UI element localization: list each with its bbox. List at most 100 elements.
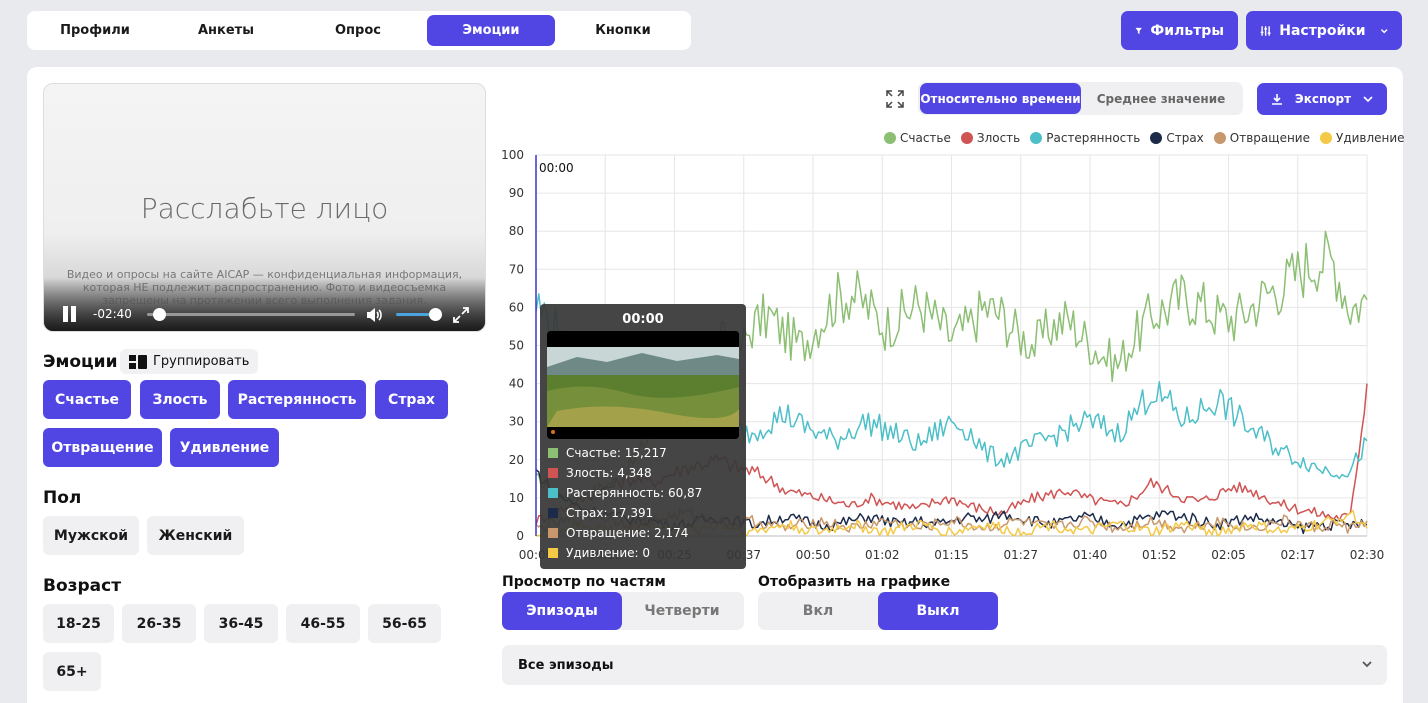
group-label: Группировать	[153, 354, 250, 369]
volume-icon[interactable]	[365, 306, 383, 324]
age-chip-46-55[interactable]: 46-55	[286, 604, 360, 643]
episodes-dropdown[interactable]: Все эпизоды	[502, 645, 1387, 685]
show-on[interactable]: Вкл	[802, 603, 834, 619]
chart-mode-toggle: Относительно времени Среднее значение	[918, 82, 1243, 115]
tooltip-row-confusion: Растерянность: 60,87	[548, 486, 702, 500]
show-on-chart-label: Отобразить на графике	[758, 574, 951, 590]
group-button[interactable]: Группировать	[120, 349, 259, 374]
chevron-down-icon	[1380, 28, 1388, 33]
chart-legend: Счастье Злость Растерянность Страх Отвращени…	[884, 131, 1405, 145]
video-time-remaining: -02:40	[93, 307, 132, 321]
export-label: Экспорт	[1294, 92, 1352, 106]
gender-chip-female[interactable]: Женский	[147, 516, 244, 555]
filters-button[interactable]: Фильтры	[1121, 11, 1238, 50]
tooltip-row-happiness: Счастье: 15,217	[548, 446, 667, 460]
legend-label: Отвращение	[1229, 131, 1310, 145]
tooltip-row-disgust: Отвращение: 2,174	[548, 526, 688, 540]
settings-button[interactable]: Настройки	[1246, 11, 1402, 50]
x-tick-label: 01:15	[934, 548, 969, 562]
y-tick-label: 10	[509, 491, 524, 505]
mode-average[interactable]: Среднее значение	[1096, 91, 1226, 106]
legend-item[interactable]: Растерянность	[1030, 131, 1140, 145]
filter-icon	[1135, 27, 1142, 34]
legend-item[interactable]: Удивление	[1320, 131, 1405, 145]
y-tick-label: 0	[516, 529, 524, 543]
tooltip-video-frame	[547, 331, 739, 439]
video-player[interactable]: Расслабьте лицо Видео и опросы на сайте …	[43, 83, 486, 332]
export-button[interactable]: Экспорт	[1257, 83, 1387, 115]
y-tick-label: 30	[509, 415, 524, 429]
show-on-chart-toggle: Вкл Выкл	[758, 592, 998, 630]
gender-title: Пол	[43, 488, 82, 508]
legend-swatch	[1320, 132, 1332, 144]
x-tick-label: 02:05	[1211, 548, 1246, 562]
pause-icon[interactable]	[62, 306, 77, 322]
progress-knob[interactable]	[153, 308, 166, 321]
x-tick-label: 01:52	[1142, 548, 1177, 562]
age-chip-36-45[interactable]: 36-45	[204, 604, 278, 643]
emotion-chip-fear[interactable]: Страх	[375, 380, 448, 419]
fullscreen-icon[interactable]	[452, 306, 470, 324]
legend-label: Злость	[976, 131, 1021, 145]
view-parts-label: Просмотр по частям	[502, 574, 666, 590]
emotion-chip-confusion[interactable]: Растерянность	[228, 380, 366, 419]
y-tick-label: 90	[509, 186, 524, 200]
expand-icon[interactable]	[886, 90, 904, 108]
x-tick-label: 01:02	[865, 548, 900, 562]
x-tick-label: 00:50	[796, 548, 831, 562]
tab-buttons[interactable]: Кнопки	[595, 23, 651, 38]
age-chip-18-25[interactable]: 18-25	[43, 604, 114, 643]
emotion-chip-happiness[interactable]: Счастье	[43, 380, 131, 419]
tab-emotions[interactable]: Эмоции	[427, 15, 555, 46]
tab-profiles[interactable]: Профили	[60, 23, 130, 38]
group-icon	[129, 354, 147, 369]
y-tick-label: 70	[509, 262, 524, 276]
chevron-down-icon	[1363, 96, 1373, 103]
legend-item[interactable]: Злость	[960, 131, 1021, 145]
tooltip-row-surprise: Удивление: 0	[548, 546, 650, 560]
volume-slider[interactable]	[396, 308, 442, 321]
legend-swatch	[1213, 132, 1226, 144]
legend-label: Удивление	[1336, 131, 1405, 145]
y-tick-label: 50	[509, 339, 524, 353]
filters-label: Фильтры	[1150, 22, 1224, 39]
legend-label: Растерянность	[1046, 131, 1141, 145]
gender-chip-male[interactable]: Мужской	[43, 516, 139, 555]
age-chip-65-plus[interactable]: 65+	[43, 652, 101, 691]
age-chip-26-35[interactable]: 26-35	[122, 604, 196, 643]
mode-relative-time[interactable]: Относительно времени	[920, 83, 1081, 114]
view-parts-toggle: Эпизоды Четверти	[502, 592, 744, 630]
y-tick-label: 80	[509, 224, 524, 238]
tooltip-time: 00:00	[622, 312, 664, 327]
age-chip-56-65[interactable]: 56-65	[368, 604, 441, 643]
video-progress-bar[interactable]	[147, 308, 355, 321]
episodes-dropdown-label: Все эпизоды	[518, 657, 614, 673]
tab-questionnaires[interactable]: Анкеты	[198, 23, 254, 38]
legend-swatch	[960, 132, 973, 144]
emotions-title: Эмоции	[43, 352, 118, 372]
show-off[interactable]: Выкл	[878, 592, 998, 630]
volume-knob[interactable]	[429, 308, 442, 321]
emotion-chip-surprise[interactable]: Удивление	[170, 428, 279, 467]
emotion-chip-anger[interactable]: Злость	[140, 380, 220, 419]
legend-item[interactable]: Отвращение	[1213, 131, 1310, 145]
view-quarters[interactable]: Четверти	[644, 603, 720, 619]
emotion-chip-disgust[interactable]: Отвращение	[43, 428, 162, 467]
legend-label: Счастье	[900, 131, 951, 145]
y-tick-label: 60	[509, 300, 524, 314]
x-tick-label: 01:40	[1073, 548, 1108, 562]
tooltip-row-fear: Страх: 17,391	[548, 506, 653, 520]
download-icon	[1271, 94, 1282, 105]
x-tick-label: 02:30	[1350, 548, 1385, 562]
video-overlay-text: Расслабьте лицо	[140, 192, 389, 225]
legend-item[interactable]: Страх	[1150, 131, 1204, 145]
tab-survey[interactable]: Опрос	[335, 23, 381, 38]
legend-swatch	[1030, 132, 1043, 144]
chart-tooltip: 00:00 Счастье: 15,217 Злость: 4,348 Раст…	[540, 304, 746, 569]
sliders-icon	[1260, 25, 1271, 36]
y-tick-label: 20	[509, 453, 524, 467]
view-episodes[interactable]: Эпизоды	[502, 592, 622, 630]
time-cursor-label: 00:00	[539, 161, 574, 175]
legend-item[interactable]: Счастье	[884, 131, 951, 145]
main-tabs: Профили Анкеты Опрос Эмоции Кнопки	[27, 11, 691, 50]
